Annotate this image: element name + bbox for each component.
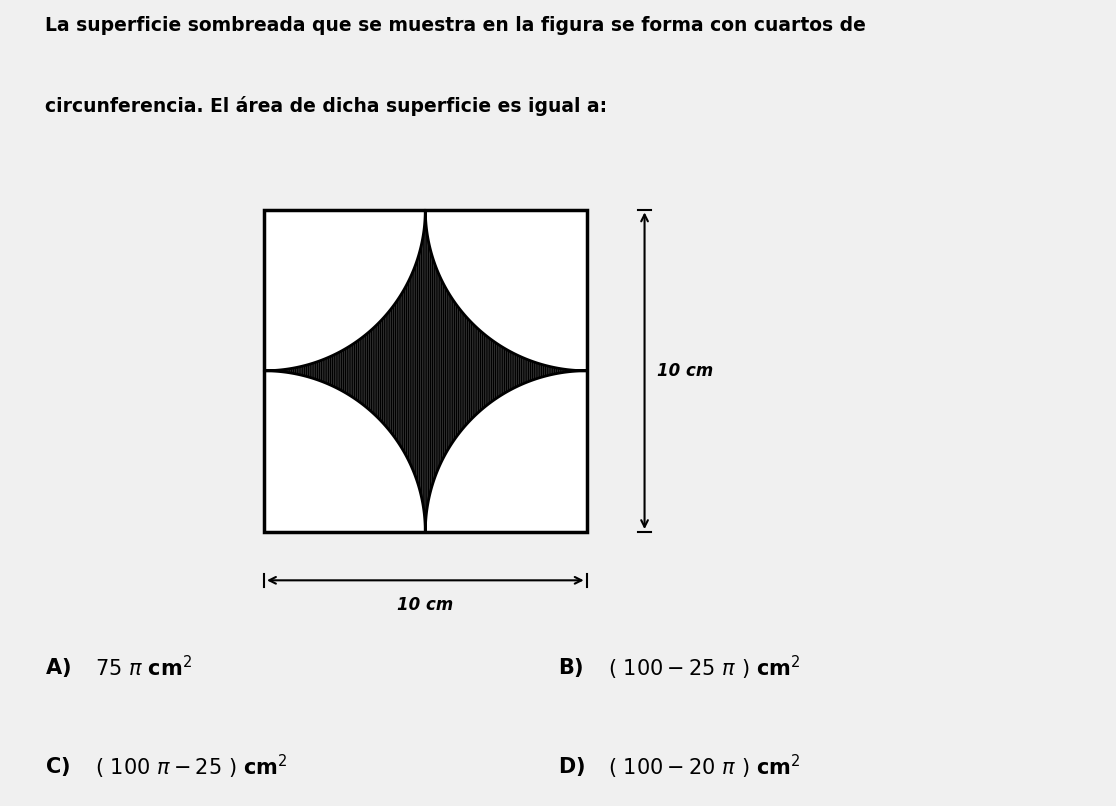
Text: $\left(\ 100 - 25\ \pi\ \right)\ \mathbf{cm}^2$: $\left(\ 100 - 25\ \pi\ \right)\ \mathbf… bbox=[608, 654, 800, 682]
Text: La superficie sombreada que se muestra en la figura se forma con cuartos de: La superficie sombreada que se muestra e… bbox=[45, 16, 866, 35]
Text: $\left(\ 100 - 20\ \pi\ \right)\ \mathbf{cm}^2$: $\left(\ 100 - 20\ \pi\ \right)\ \mathbf… bbox=[608, 753, 800, 781]
Text: $\mathbf{D)}$: $\mathbf{D)}$ bbox=[558, 755, 585, 779]
Text: $75\ \pi\ \mathbf{cm}^2$: $75\ \pi\ \mathbf{cm}^2$ bbox=[95, 655, 192, 680]
Text: $\mathbf{B)}$: $\mathbf{B)}$ bbox=[558, 656, 584, 679]
Text: $\mathbf{A)}$: $\mathbf{A)}$ bbox=[45, 656, 70, 679]
Text: 10 cm: 10 cm bbox=[657, 362, 714, 380]
Text: 10 cm: 10 cm bbox=[397, 596, 453, 614]
Text: $\mathbf{C)}$: $\mathbf{C)}$ bbox=[45, 755, 69, 779]
Polygon shape bbox=[264, 210, 587, 532]
Text: $\left(\ 100\ \pi - 25\ \right)\ \mathbf{cm}^2$: $\left(\ 100\ \pi - 25\ \right)\ \mathbf… bbox=[95, 753, 287, 781]
Polygon shape bbox=[264, 210, 587, 532]
Text: circunferencia. El área de dicha superficie es igual a:: circunferencia. El área de dicha superfi… bbox=[45, 96, 607, 116]
